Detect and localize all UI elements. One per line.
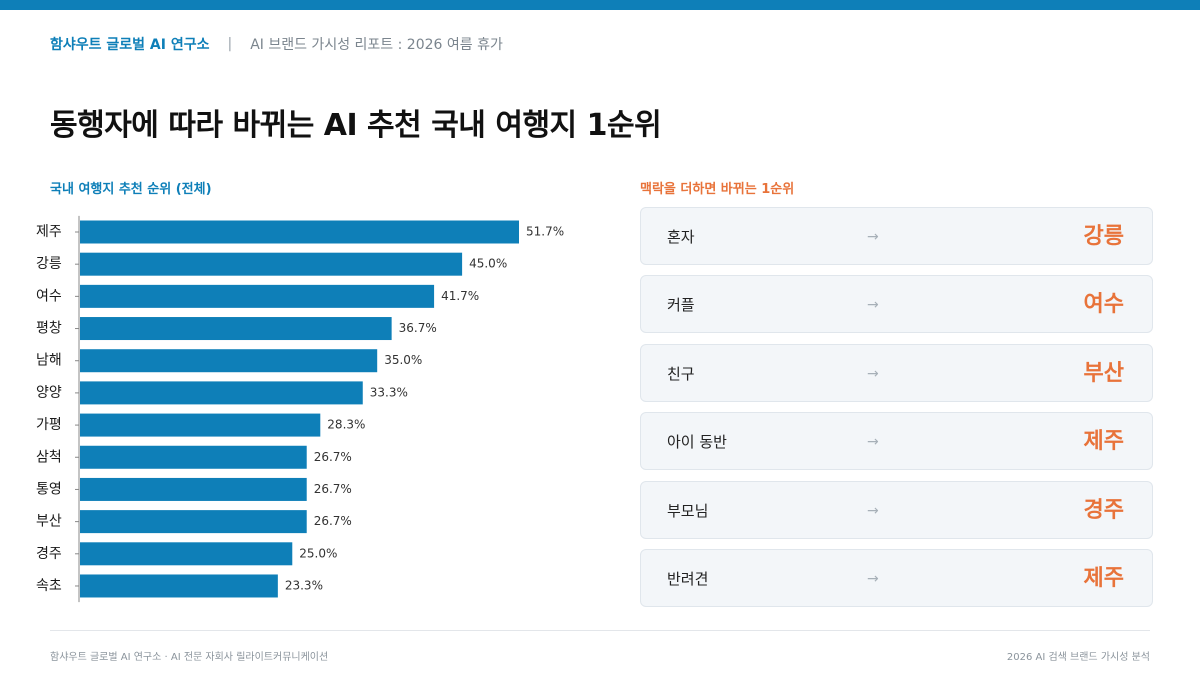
bar xyxy=(80,542,293,566)
arrow-right-icon: → xyxy=(867,365,879,382)
context-card-couple: 커플 → 여수 xyxy=(640,275,1153,334)
context-card-parents: 부모님 → 경주 xyxy=(640,480,1153,539)
destination-label: 여수 xyxy=(1083,292,1124,318)
org-name: 함샤우트 글로벌 AI 연구소 xyxy=(50,37,210,53)
arrow-right-icon: → xyxy=(867,297,879,314)
category-label: 부산 xyxy=(36,514,62,530)
category-label: 강릉 xyxy=(36,256,62,272)
context-list: 혼자 → 강릉 커플 → 여수 친구 → 부산 아이 동반 → 제주 부모님 →… xyxy=(640,207,1153,617)
value-label: 45.0% xyxy=(469,257,507,271)
arrow-right-icon: → xyxy=(867,502,879,519)
arrow-right-icon: → xyxy=(867,570,879,587)
bar xyxy=(80,284,435,308)
category-label: 남해 xyxy=(36,353,62,369)
companion-label: 부모님 xyxy=(667,501,709,520)
category-label: 여수 xyxy=(36,288,62,304)
arrow-right-icon: → xyxy=(867,229,879,245)
chart-title: 국내 여행지 추천 순위 (전체) xyxy=(50,182,212,197)
value-label: 26.7% xyxy=(314,514,352,528)
arrow-right-icon: → xyxy=(867,434,879,451)
bar xyxy=(80,381,363,405)
bar xyxy=(80,510,307,534)
category-label: 통영 xyxy=(36,481,62,497)
footer-note: 2026 AI 검색 브랜드 가시성 분석 xyxy=(1006,652,1150,663)
destination-label: 제주 xyxy=(1083,565,1124,591)
category-label: 제주 xyxy=(36,224,62,240)
value-label: 26.7% xyxy=(314,450,352,464)
bar xyxy=(80,317,392,341)
value-label: 26.7% xyxy=(314,482,352,496)
value-label: 28.3% xyxy=(327,418,365,432)
value-label: 25.0% xyxy=(299,546,337,560)
category-label: 양양 xyxy=(36,385,62,401)
header-separator: | xyxy=(227,36,233,52)
value-label: 33.3% xyxy=(370,385,408,399)
category-label: 속초 xyxy=(36,578,62,594)
companion-label: 커플 xyxy=(667,296,695,315)
value-label: 41.7% xyxy=(441,289,479,303)
destination-label: 강릉 xyxy=(1083,224,1124,249)
context-card-with-kids: 아이 동반 → 제주 xyxy=(640,412,1153,471)
bar xyxy=(80,477,307,501)
header: 함샤우트 글로벌 AI 연구소 | AI 브랜드 가시성 리포트 : 2026 … xyxy=(50,34,503,54)
destination-label: 경주 xyxy=(1083,497,1124,523)
footer-credit: 함샤우트 글로벌 AI 연구소 · AI 전문 자회사 릴라이트커뮤니케이션 xyxy=(50,652,329,663)
bar xyxy=(80,413,321,437)
value-label: 36.7% xyxy=(399,321,437,335)
context-card-solo: 혼자 → 강릉 xyxy=(640,207,1153,265)
companion-label: 친구 xyxy=(667,364,695,383)
destination-label: 부산 xyxy=(1083,360,1124,386)
category-label: 가평 xyxy=(36,417,62,433)
context-title: 맥락을 더하면 바뀌는 1순위 xyxy=(640,182,795,197)
bar xyxy=(80,574,278,598)
destination-label: 제주 xyxy=(1083,429,1124,455)
companion-label: 아이 동반 xyxy=(667,433,727,452)
category-label: 평창 xyxy=(36,321,62,337)
value-label: 51.7% xyxy=(526,225,564,239)
context-card-friends: 친구 → 부산 xyxy=(640,343,1153,402)
companion-label: 반려견 xyxy=(667,569,709,588)
context-card-pet: 반려견 → 제주 xyxy=(640,548,1153,607)
value-label: 23.3% xyxy=(285,578,323,592)
report-name: AI 브랜드 가시성 리포트 : 2026 여름 휴가 xyxy=(250,37,503,53)
bar-chart: 제주 51.7% 강릉 45.0% 여수 41.7% 평창 36.7% 남해 35.0% 양양 33.… xyxy=(36,215,564,603)
top-accent-stripe xyxy=(0,0,1200,10)
category-label: 삼척 xyxy=(36,449,62,465)
value-label: 35.0% xyxy=(384,353,422,367)
page-title: 동행자에 따라 바뀌는 AI 추천 국내 여행지 1순위 xyxy=(50,108,662,143)
bar xyxy=(80,349,378,373)
category-label: 경주 xyxy=(36,546,62,562)
bar xyxy=(80,445,307,469)
bar xyxy=(80,220,519,244)
footer-divider xyxy=(50,630,1150,631)
bar xyxy=(80,252,463,276)
companion-label: 혼자 xyxy=(667,228,695,246)
